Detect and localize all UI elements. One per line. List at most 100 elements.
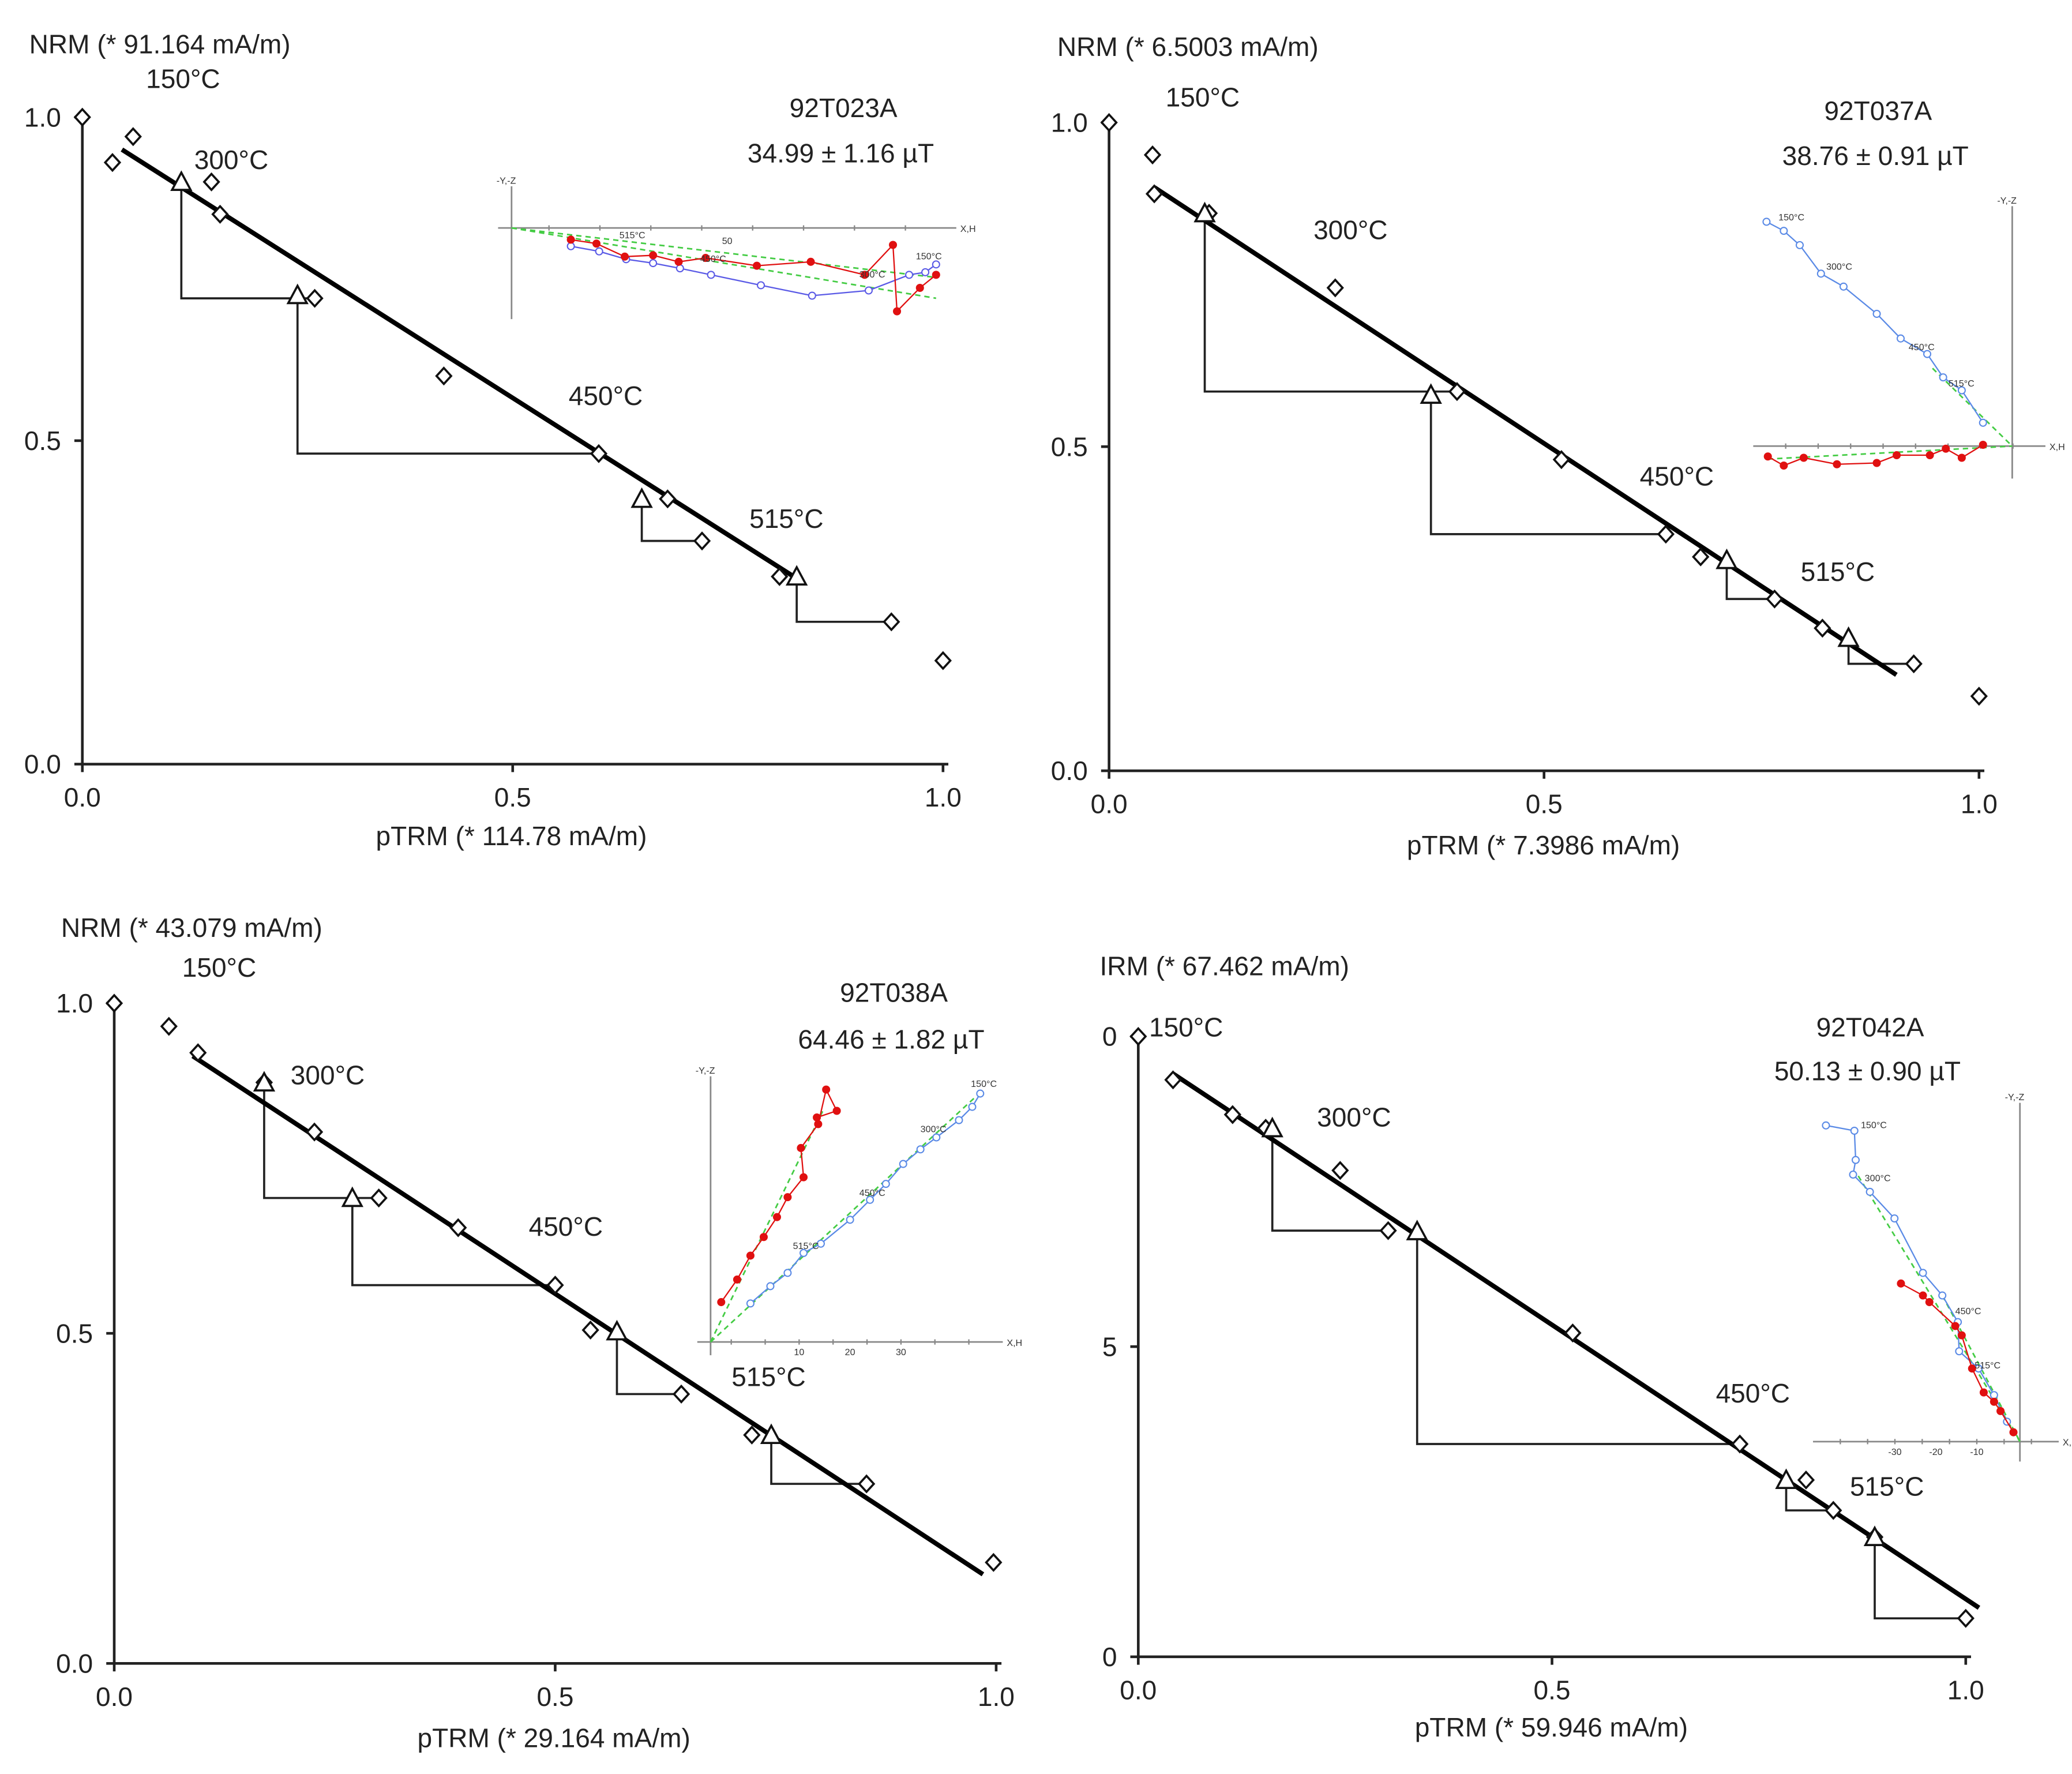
nrm-ptrm-point	[546, 1276, 564, 1295]
horizontal-projection-point	[881, 1180, 890, 1188]
inset-temperature-label: 450°C	[1909, 342, 1935, 352]
x-tick-label: 0.0	[64, 782, 101, 812]
ptrm-check-line	[1203, 213, 1457, 393]
inset-tick-label: 50	[722, 236, 733, 246]
y-tick-label: 0.5	[24, 426, 61, 456]
y-axis-label: NRM (* 6.5003 mA/m)	[1057, 32, 1319, 62]
paleointensity-result: 50.13 ± 0.90 µT	[1774, 1056, 1961, 1086]
inset-temperature-label: 515°C	[793, 1241, 819, 1251]
ptrm-check-triangle	[286, 283, 309, 305]
horizontal-projection-point	[675, 264, 684, 273]
horizontal-projection-point	[816, 1239, 825, 1248]
horizontal-projection-point	[1923, 350, 1932, 358]
ptrm-check-triangle	[630, 487, 653, 508]
ptrm-check-line	[1785, 1480, 1834, 1512]
vertical-projection-point	[649, 251, 658, 260]
temperature-annotation: 515°C	[1850, 1471, 1924, 1501]
ptrm-check-triangle	[170, 170, 193, 191]
vertical-projection-point	[1799, 453, 1808, 462]
nrm-ptrm-point	[370, 1188, 388, 1208]
zijderveld-inset: -Y,-Z X,H 50 515°C 450°C 300°C 150°C	[497, 175, 976, 320]
inset-y-axis-label: -Y,-Z	[2005, 1092, 2025, 1102]
horizontal-projection-point	[1872, 309, 1881, 318]
arai-panel-92T038A: 0.00.0 0.5 0.5 1.0 1.0 NRM (* 43.079 mA/m) pTR…	[56, 913, 1022, 1753]
y-tick-label: 5	[1102, 1332, 1117, 1362]
inset-temperature-label: 300°C	[859, 269, 885, 280]
x-tick-label: 1.0	[1961, 789, 1998, 819]
nrm-ptrm-point	[581, 1320, 599, 1340]
nrm-ptrm-point	[1905, 654, 1923, 674]
vertical-projection-point	[783, 1193, 792, 1202]
ptrm-check-triangle	[606, 1319, 628, 1341]
inset-x-axis-label: X,H	[1007, 1338, 1022, 1348]
horizontal-projection-point	[1919, 1269, 1927, 1277]
nrm-ptrm-point	[883, 612, 900, 632]
horizontal-projection-point	[968, 1102, 977, 1111]
horizontal-projection-point	[808, 291, 816, 300]
inset-fit-line	[1767, 445, 2013, 460]
ptrm-check-triangle	[785, 565, 808, 586]
vertical-projection-point	[717, 1298, 726, 1307]
nrm-ptrm-point	[189, 1043, 207, 1063]
nrm-ptrm-point	[1814, 618, 1831, 638]
x-tick-label: 0.5	[1526, 789, 1563, 819]
paleointensity-result: 64.46 ± 1.82 µT	[798, 1024, 984, 1054]
inset-temperature-label: 515°C	[1975, 1360, 2000, 1371]
horizontal-projection-point	[921, 268, 930, 276]
horizontal-projection-point	[932, 1133, 941, 1142]
vertical-projection-point	[1763, 452, 1772, 461]
ptrm-check-triangle	[1261, 1116, 1283, 1138]
nrm-ptrm-point	[305, 1122, 324, 1142]
nrm-ptrm-point	[985, 1552, 1003, 1572]
vertical-projection-point	[893, 307, 902, 316]
nrm-ptrm-point	[1692, 547, 1710, 567]
vertical-projection-point	[1979, 440, 1987, 449]
inset-y-axis-label: -Y,-Z	[696, 1066, 715, 1076]
ptrm-check-line	[615, 1331, 682, 1396]
nrm-ptrm-point	[672, 1384, 690, 1404]
x-tick-label: 0.0	[1091, 789, 1128, 819]
vertical-projection-point	[1925, 1298, 1934, 1307]
horizontal-projection-point	[1816, 269, 1825, 278]
inset-tick-label: -30	[1888, 1447, 1901, 1457]
ptrm-check-line	[1429, 395, 1666, 535]
vertical-projection-point	[814, 1120, 823, 1128]
nrm-ptrm-point	[693, 531, 711, 551]
nrm-ptrm-point	[1145, 184, 1163, 204]
temperature-annotation: 515°C	[731, 1362, 806, 1392]
vertical-projection-line	[1900, 1282, 2014, 1433]
vertical-projection-point	[1925, 451, 1934, 460]
horizontal-projection-point	[864, 286, 873, 295]
temperature-annotation: 450°C	[1640, 462, 1714, 492]
axes	[112, 996, 1002, 1665]
nrm-ptrm-point	[659, 489, 677, 509]
horizontal-projection-point	[649, 259, 658, 268]
nrm-ptrm-point	[124, 127, 142, 147]
ptrm-check-triangle	[1716, 548, 1738, 569]
y-tick-label: 0.5	[1051, 432, 1088, 462]
nrm-ptrm-point	[1564, 1323, 1582, 1343]
horizontal-projection-point	[707, 271, 715, 279]
inset-temperature-label: 150°C	[1861, 1120, 1887, 1130]
y-tick-label: 1.0	[1051, 107, 1088, 137]
vertical-projection-point	[822, 1085, 831, 1094]
temperature-annotation: 450°C	[529, 1212, 603, 1242]
vertical-projection-point	[1780, 461, 1788, 470]
ptrm-check-triangle	[253, 1071, 276, 1092]
horizontal-projection-point	[1955, 1347, 1964, 1356]
specimen-title: 92T038A	[840, 978, 948, 1008]
horizontal-projection-point	[746, 1299, 755, 1308]
paleointensity-result: 38.76 ± 0.91 µT	[1782, 141, 1969, 171]
y-tick-label: 0.0	[24, 749, 61, 779]
vertical-projection-point	[1833, 460, 1841, 468]
vertical-projection-point	[592, 239, 601, 248]
best-fit-line	[1172, 1071, 1980, 1610]
inset-fit-line	[710, 1096, 977, 1343]
vertical-projection-point	[566, 235, 575, 244]
inset-tick-label: -20	[1929, 1447, 1942, 1457]
ptrm-check-line	[296, 295, 599, 455]
x-tick-label: 1.0	[925, 782, 962, 812]
nrm-ptrm-point	[202, 172, 220, 192]
horizontal-projection-point	[1839, 282, 1848, 291]
vertical-projection-point	[1979, 1388, 1988, 1397]
